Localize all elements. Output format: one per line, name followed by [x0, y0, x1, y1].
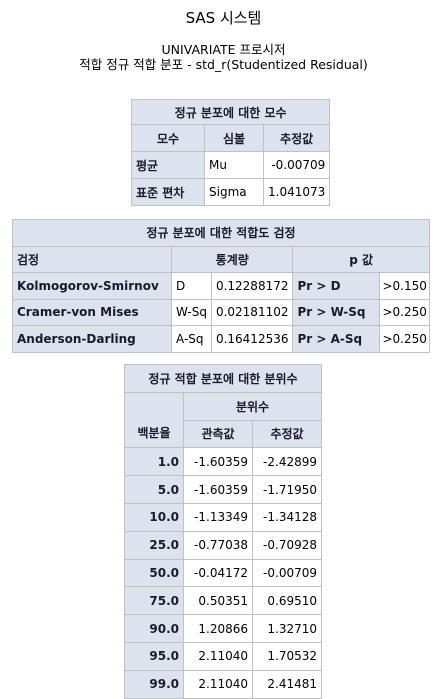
procedure-title: UNIVARIATE 프로시저 — [161, 42, 286, 57]
table-row: 평균 Mu -0.00709 — [132, 152, 330, 178]
table-row: 99.0 2.11040 2.41481 — [125, 670, 321, 698]
col-header-expected: 추정값 — [253, 420, 321, 448]
percent-cell: 95.0 — [125, 642, 183, 670]
table-row: 1.0 -1.60359 -2.42899 — [125, 448, 321, 476]
col-header-parameter: 모수 — [132, 125, 204, 151]
percent-cell: 50.0 — [125, 559, 183, 587]
expected-cell: -2.42899 — [253, 448, 321, 476]
percent-cell: 25.0 — [125, 531, 183, 559]
col-header-percent: 백분율 — [125, 392, 183, 448]
row-label: 표준 편차 — [132, 179, 204, 205]
observed-cell: 1.20866 — [184, 615, 252, 642]
test-name: Anderson-Darling — [13, 326, 171, 352]
observed-cell: 2.11040 — [184, 670, 252, 698]
report-header: SAS 시스템 UNIVARIATE 프로시저 적합 정규 적합 분포 - st… — [0, 8, 447, 72]
stat-value: 0.02181102 — [211, 299, 293, 325]
table-row: Kolmogorov-Smirnov D 0.12288172 Pr > D >… — [13, 273, 429, 299]
p-value: >0.150 — [380, 273, 429, 299]
percent-cell: 10.0 — [125, 503, 183, 531]
symbol-cell: Sigma — [205, 179, 263, 205]
group-header-quantile: 분위수 — [184, 392, 321, 420]
table-row: 90.0 1.20866 1.32710 — [125, 615, 321, 642]
observed-cell: -1.13349 — [184, 503, 252, 531]
percent-cell: 75.0 — [125, 587, 183, 615]
stat-name: D — [172, 273, 211, 299]
gof-table-caption: 정규 분포에 대한 적합도 검정 — [13, 220, 429, 246]
observed-cell: -1.60359 — [184, 448, 252, 476]
percent-cell: 5.0 — [125, 476, 183, 503]
stat-name: A-Sq — [172, 326, 211, 352]
quantile-table: 정규 적합 분포에 대한 분위수 백분율 분위수 관측값 추정값 1.0 -1.6… — [124, 364, 322, 699]
estimate-cell: -0.00709 — [264, 152, 330, 178]
expected-cell: 1.32710 — [253, 615, 321, 642]
expected-cell: 0.69510 — [253, 587, 321, 615]
stat-value: 0.12288172 — [211, 273, 293, 299]
col-header-p-value: p 값 — [293, 246, 429, 272]
expected-cell: 1.70532 — [253, 642, 321, 670]
table-row: 10.0 -1.13349 -1.34128 — [125, 503, 321, 531]
symbol-cell: Mu — [205, 152, 263, 178]
estimate-cell: 1.041073 — [264, 179, 330, 205]
col-header-statistic: 통계량 — [172, 246, 293, 272]
table-row: 25.0 -0.77038 -0.70928 — [125, 531, 321, 559]
p-name: Pr > A-Sq — [293, 326, 380, 352]
expected-cell: -0.00709 — [253, 559, 321, 587]
table-row: Cramer-von Mises W-Sq 0.02181102 Pr > W-… — [13, 299, 429, 325]
parameter-table-caption: 정규 분포에 대한 모수 — [132, 100, 330, 124]
observed-cell: -1.60359 — [184, 476, 252, 503]
table-row: 75.0 0.50351 0.69510 — [125, 587, 321, 615]
p-name: Pr > D — [293, 273, 380, 299]
parameter-table: 정규 분포에 대한 모수 모수 심볼 추정값 평균 Mu -0.00709 표준… — [131, 99, 331, 206]
stat-name: W-Sq — [172, 299, 211, 325]
fit-subtitle: 적합 정규 적합 분포 - std_r(Studentized Residual… — [79, 57, 368, 72]
quantile-table-caption: 정규 적합 분포에 대한 분위수 — [125, 365, 321, 392]
percent-cell: 1.0 — [125, 448, 183, 476]
table-row: 95.0 2.11040 1.70532 — [125, 642, 321, 670]
col-header-observed: 관측값 — [184, 420, 252, 448]
expected-cell: -1.34128 — [253, 503, 321, 531]
p-value: >0.250 — [380, 326, 429, 352]
observed-cell: -0.04172 — [184, 559, 252, 587]
table-row: Anderson-Darling A-Sq 0.16412536 Pr > A-… — [13, 326, 429, 352]
goodness-of-fit-table: 정규 분포에 대한 적합도 검정 검정 통계량 p 값 Kolmogorov-S… — [12, 219, 430, 353]
col-header-symbol: 심볼 — [205, 125, 263, 151]
test-name: Kolmogorov-Smirnov — [13, 273, 171, 299]
expected-cell: -1.71950 — [253, 476, 321, 503]
table-row: 표준 편차 Sigma 1.041073 — [132, 179, 330, 205]
p-name: Pr > W-Sq — [293, 299, 380, 325]
expected-cell: -0.70928 — [253, 531, 321, 559]
percent-cell: 90.0 — [125, 615, 183, 642]
expected-cell: 2.41481 — [253, 670, 321, 698]
system-title: SAS 시스템 — [185, 9, 262, 27]
row-label: 평균 — [132, 152, 204, 178]
table-row: 5.0 -1.60359 -1.71950 — [125, 476, 321, 503]
stat-value: 0.16412536 — [211, 326, 293, 352]
observed-cell: 0.50351 — [184, 587, 252, 615]
observed-cell: -0.77038 — [184, 531, 252, 559]
observed-cell: 2.11040 — [184, 642, 252, 670]
table-row: 50.0 -0.04172 -0.00709 — [125, 559, 321, 587]
p-value: >0.250 — [380, 299, 429, 325]
percent-cell: 99.0 — [125, 670, 183, 698]
col-header-estimate: 추정값 — [264, 125, 330, 151]
test-name: Cramer-von Mises — [13, 299, 171, 325]
col-header-test: 검정 — [13, 246, 171, 272]
